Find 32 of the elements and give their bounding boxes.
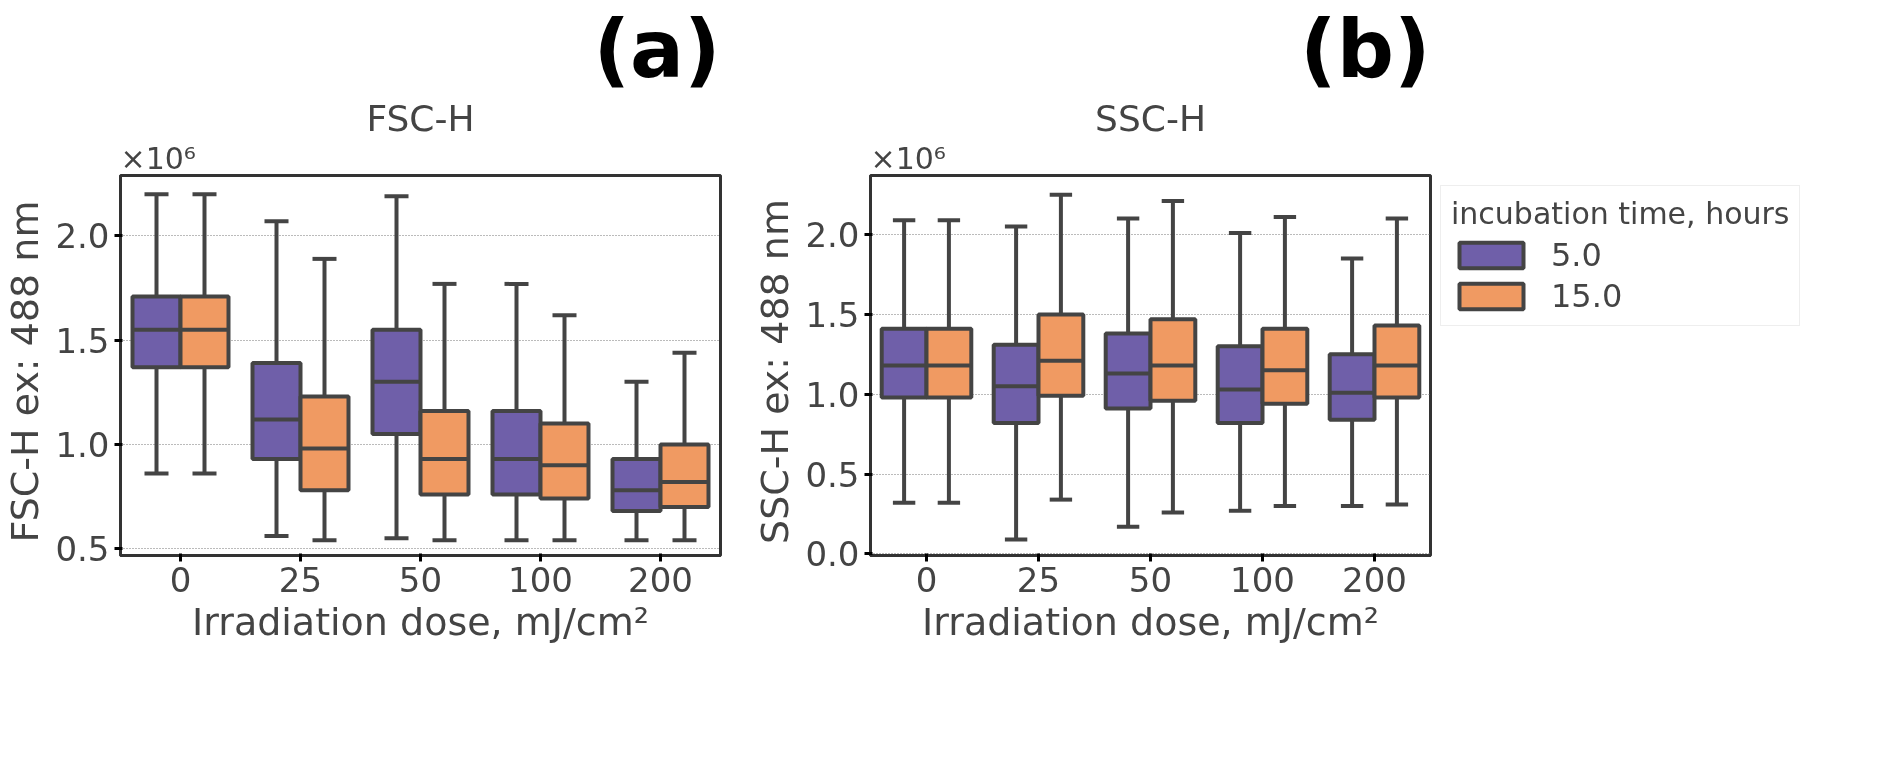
legend-title: incubation time, hours — [1451, 196, 1790, 231]
text: ×10⁶ — [870, 140, 946, 176]
x-axis-title: Irradiation dose, mJ/cm² — [192, 599, 649, 644]
y-tick-label: 1.0 — [805, 374, 860, 415]
x-tick-label: 25 — [278, 559, 323, 600]
y-tick-label: 0.5 — [805, 454, 860, 495]
y-tick-label: 1.0 — [55, 424, 110, 465]
x-tick-label: 0 — [915, 559, 938, 600]
y-tick-label: 1.5 — [55, 320, 110, 361]
text: (a) — [593, 2, 721, 96]
y-axis-title: FSC-H ex: 488 nm — [3, 200, 48, 543]
x-tick-label: 100 — [1230, 559, 1295, 600]
x-tick-label: 100 — [508, 559, 573, 600]
legend-label: 15.0 — [1551, 277, 1623, 315]
y-tick-label: 1.5 — [805, 294, 860, 335]
x-tick-label: 50 — [1128, 559, 1173, 600]
x-tick-label: 0 — [169, 559, 192, 600]
y-tick-label: 0.0 — [805, 534, 860, 575]
y-tick-label: 0.5 — [55, 529, 110, 570]
text: (b) — [1300, 2, 1431, 96]
x-tick-label: 25 — [1016, 559, 1061, 600]
chart-title: SSC-H — [1095, 97, 1206, 139]
x-axis-title: Irradiation dose, mJ/cm² — [922, 599, 1379, 644]
chart-title: FSC-H — [366, 97, 475, 139]
x-tick-label: 200 — [1342, 559, 1407, 600]
y-tick-label: 2.0 — [805, 215, 860, 256]
annotation: ×10⁶ — [120, 140, 196, 176]
legend-label: 5.0 — [1551, 236, 1602, 274]
y-axis-title: SSC-H ex: 488 nm — [753, 199, 798, 545]
y-tick-label: 2.0 — [55, 216, 110, 257]
x-tick-label: 50 — [398, 559, 443, 600]
x-tick-label: 200 — [628, 559, 693, 600]
